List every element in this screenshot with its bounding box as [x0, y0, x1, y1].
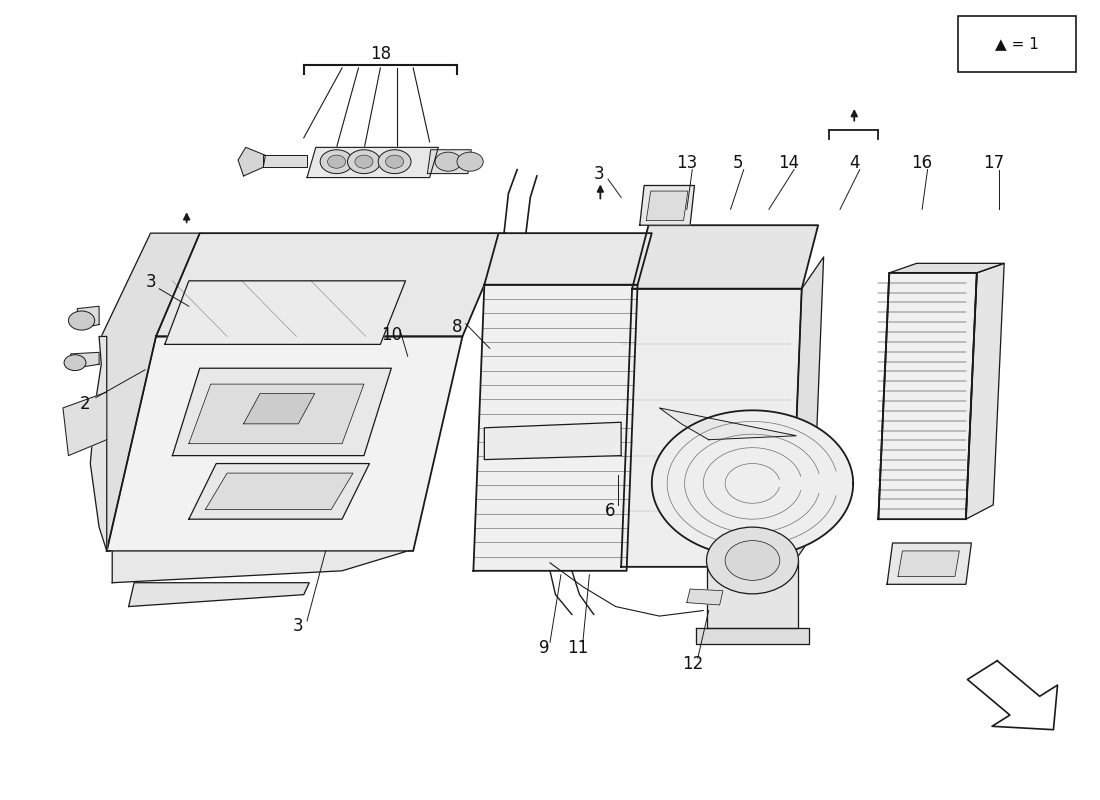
Polygon shape	[90, 337, 107, 551]
Circle shape	[725, 541, 780, 580]
Text: 14: 14	[778, 154, 800, 172]
Polygon shape	[647, 191, 688, 221]
Text: 13: 13	[676, 154, 697, 172]
Text: 3: 3	[145, 274, 156, 291]
Circle shape	[456, 152, 483, 171]
Text: 10: 10	[381, 326, 402, 344]
Polygon shape	[791, 257, 824, 567]
Circle shape	[68, 311, 95, 330]
Polygon shape	[206, 473, 353, 510]
Polygon shape	[473, 285, 638, 571]
Circle shape	[328, 155, 345, 168]
Circle shape	[320, 150, 353, 174]
Text: 17: 17	[982, 154, 1004, 172]
Text: ▲ = 1: ▲ = 1	[996, 37, 1040, 51]
Polygon shape	[263, 155, 307, 167]
Polygon shape	[428, 150, 471, 174]
Text: 3: 3	[293, 618, 304, 635]
Polygon shape	[887, 543, 971, 584]
Polygon shape	[652, 410, 854, 557]
Circle shape	[355, 155, 373, 168]
Text: 6: 6	[605, 502, 615, 520]
Text: 12: 12	[682, 654, 703, 673]
Text: 16: 16	[912, 154, 933, 172]
Polygon shape	[659, 408, 796, 440]
Circle shape	[706, 527, 799, 594]
Polygon shape	[101, 233, 200, 551]
Polygon shape	[129, 582, 309, 606]
Text: 4: 4	[849, 154, 859, 172]
Polygon shape	[878, 273, 977, 519]
Text: 9: 9	[539, 639, 550, 657]
Polygon shape	[695, 628, 810, 644]
Polygon shape	[156, 233, 506, 337]
Polygon shape	[63, 392, 107, 456]
Text: 2: 2	[79, 395, 90, 413]
Polygon shape	[640, 186, 694, 226]
Text: 11: 11	[566, 639, 588, 657]
FancyBboxPatch shape	[958, 16, 1077, 72]
Polygon shape	[107, 337, 462, 551]
Text: 5: 5	[733, 154, 744, 172]
Polygon shape	[484, 233, 652, 285]
Polygon shape	[173, 368, 392, 456]
Circle shape	[386, 155, 404, 168]
Circle shape	[436, 152, 461, 171]
Polygon shape	[967, 661, 1057, 730]
Polygon shape	[112, 551, 408, 582]
Polygon shape	[632, 226, 818, 289]
Polygon shape	[898, 551, 959, 576]
Polygon shape	[484, 422, 622, 459]
Text: 3: 3	[594, 165, 605, 182]
Polygon shape	[238, 147, 265, 176]
Polygon shape	[889, 263, 1004, 273]
Polygon shape	[307, 147, 439, 178]
Circle shape	[348, 150, 381, 174]
Polygon shape	[686, 589, 723, 605]
Text: 18: 18	[370, 46, 390, 63]
Polygon shape	[621, 289, 802, 567]
Polygon shape	[189, 384, 364, 444]
Polygon shape	[165, 281, 406, 344]
Polygon shape	[966, 263, 1004, 519]
Polygon shape	[706, 561, 799, 628]
Circle shape	[64, 354, 86, 370]
Circle shape	[378, 150, 411, 174]
Polygon shape	[70, 352, 99, 368]
Text: 8: 8	[452, 318, 462, 336]
Polygon shape	[77, 306, 99, 329]
Polygon shape	[243, 394, 315, 424]
Polygon shape	[189, 463, 370, 519]
